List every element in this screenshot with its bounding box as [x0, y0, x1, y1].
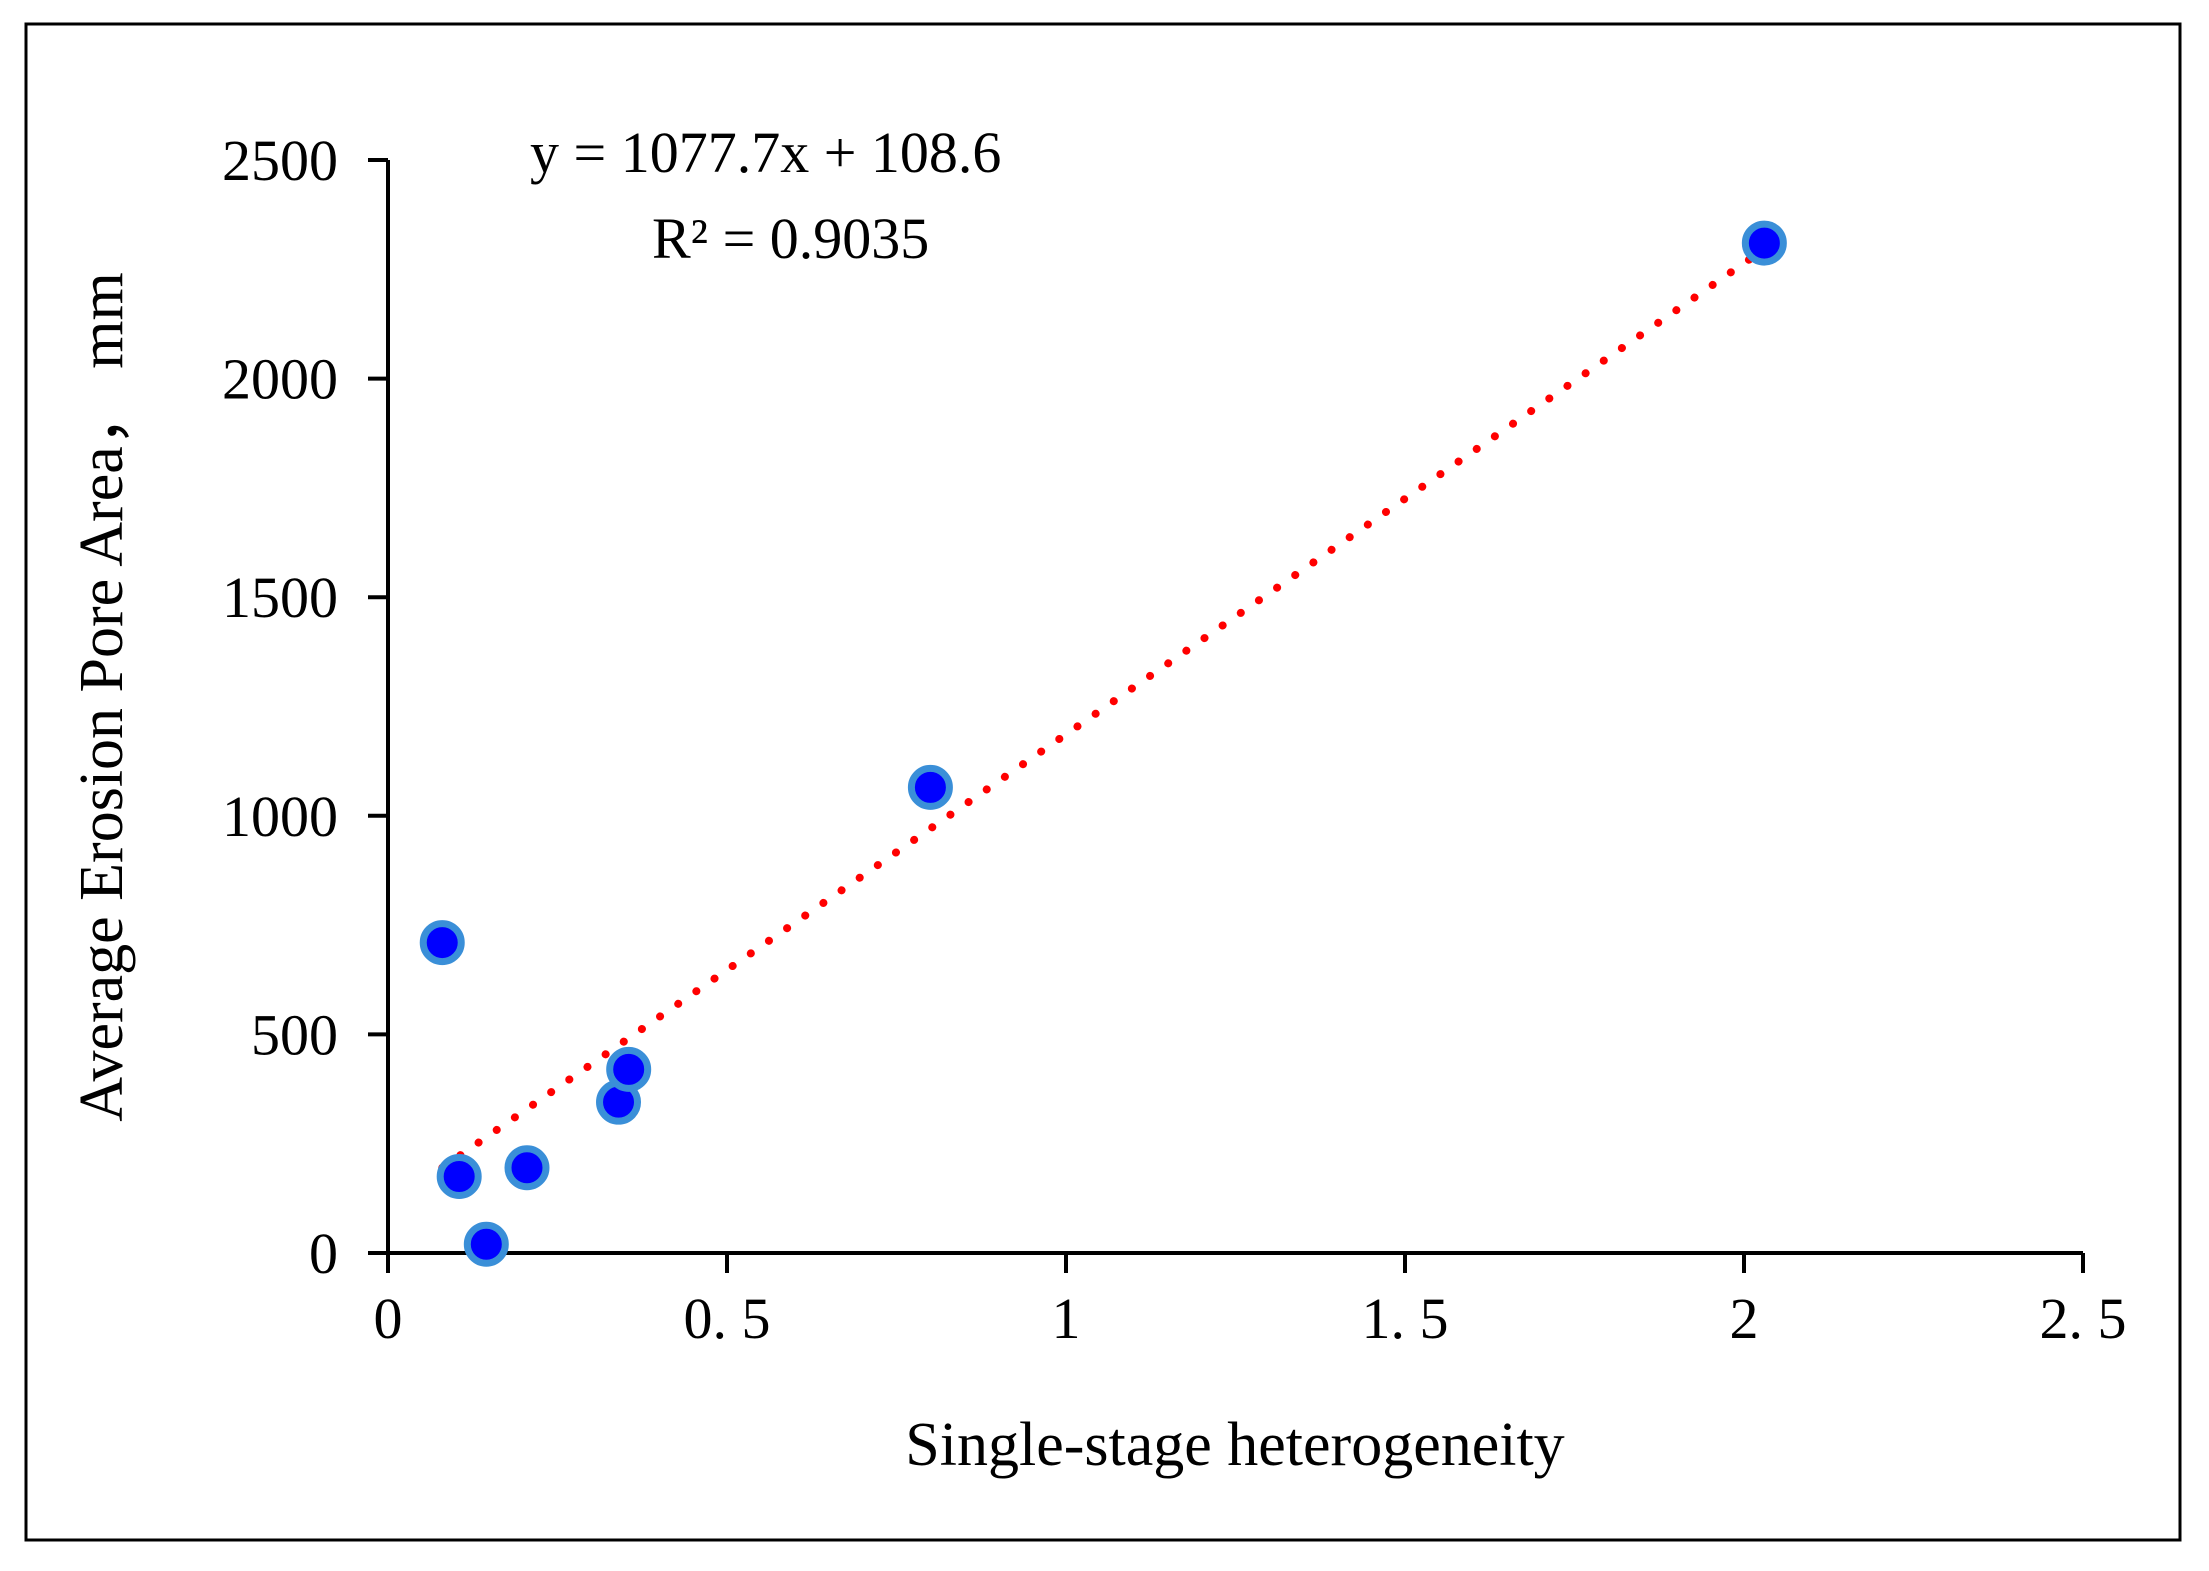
y-tick-label: 2000 — [222, 347, 338, 412]
data-point — [463, 1221, 509, 1267]
data-point — [504, 1145, 550, 1191]
y-tick-label: 2500 — [222, 128, 338, 193]
data-point — [907, 764, 953, 810]
trendline — [438, 245, 1769, 1172]
data-point — [1741, 220, 1787, 266]
chart-frame — [24, 22, 2182, 1542]
data-point — [606, 1046, 652, 1092]
y-axis-label: Average Erosion Pore Area， mm — [68, 272, 136, 1121]
x-axis-label: Single-stage heterogeneity — [905, 1411, 1564, 1479]
x-tick-label: 2 — [1730, 1286, 1759, 1351]
trendline-r-squared: R² = 0.9035 — [652, 206, 929, 271]
y-tick-label: 500 — [251, 1002, 338, 1067]
data-point — [419, 920, 465, 966]
x-tick-label: 1 — [1052, 1286, 1081, 1351]
x-tick-label: 1. 5 — [1362, 1286, 1449, 1351]
y-tick-label: 0 — [309, 1221, 338, 1286]
x-tick-label: 2. 5 — [2040, 1286, 2127, 1351]
trendline-equation: y = 1077.7x + 108.6 — [530, 120, 1001, 185]
x-tick-label: 0 — [374, 1286, 403, 1351]
y-tick-label: 1500 — [222, 565, 338, 630]
data-point — [436, 1153, 482, 1199]
y-tick-label: 1000 — [222, 784, 338, 849]
x-tick-label: 0. 5 — [684, 1286, 771, 1351]
